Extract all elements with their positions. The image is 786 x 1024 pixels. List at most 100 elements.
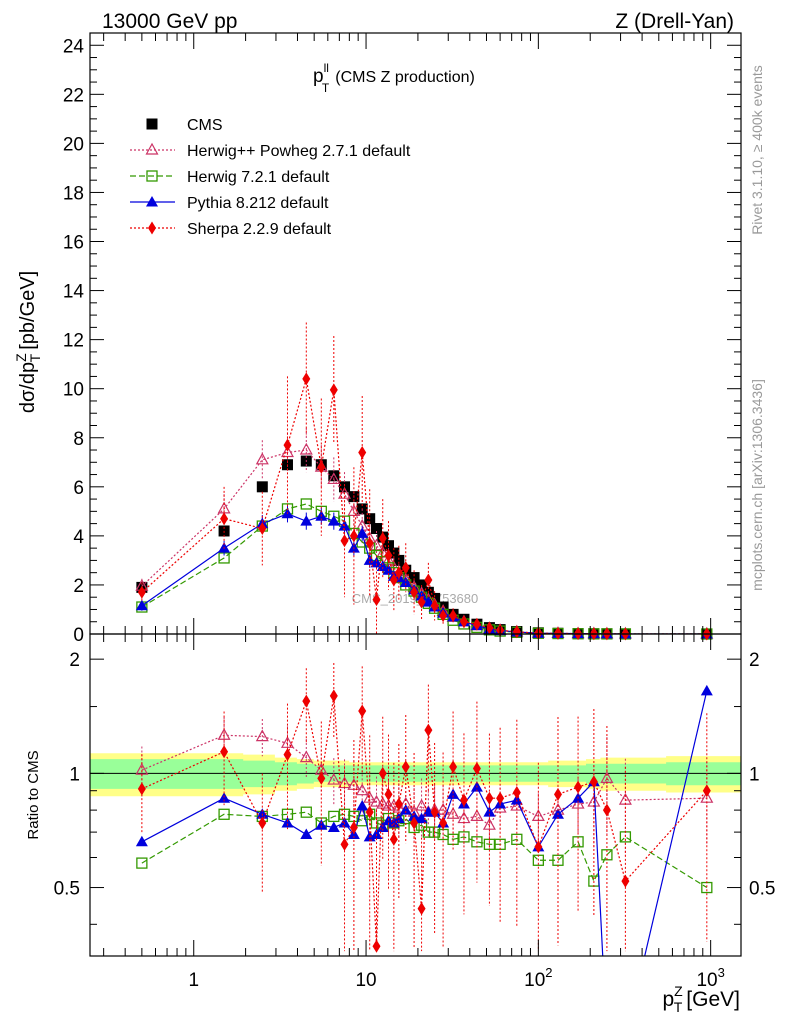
ratio-point-2-6 — [327, 821, 340, 832]
main-point-3-16 — [399, 576, 412, 587]
ratio-point-0-25 — [482, 817, 496, 830]
main-point-4-8 — [349, 529, 358, 543]
ratio-point-2-5 — [315, 819, 328, 830]
rivet-version-label: Rivet 3.1.10, ≥ 400k events — [749, 65, 765, 235]
main-ytick-label-12: 24 — [63, 36, 85, 57]
main-point-4-6 — [329, 383, 338, 397]
ratio-xtick-label-0: 1 — [188, 970, 199, 991]
main-point-4-23 — [459, 615, 468, 629]
main-point-4-4 — [302, 372, 311, 386]
main-point-4-19 — [424, 573, 433, 587]
ratio-point-3-25 — [485, 791, 494, 805]
main-ytick-label-5: 10 — [63, 380, 84, 401]
ratio-point-3-0 — [137, 782, 146, 796]
main-point-3-9 — [356, 527, 369, 538]
ratio-series-2 — [135, 684, 713, 956]
ratio-ytick-label-right-2: 2 — [749, 650, 760, 671]
legend-marker-3 — [146, 196, 158, 207]
main-point-3-4 — [300, 515, 313, 526]
ratio-point-2-9 — [356, 800, 369, 811]
ratio-point-3-23 — [459, 793, 468, 807]
legend-label-3: Pythia 8.212 default — [187, 195, 329, 212]
ratio-point-3-2 — [258, 816, 267, 830]
legend: CMS Herwig++ Powheg 2.7.1 default Herwig 7… — [130, 117, 411, 238]
main-point-4-18 — [417, 595, 426, 609]
ratio-point-0-1 — [217, 728, 231, 740]
main-point-1-4 — [299, 442, 313, 455]
ratio-point-3-5 — [317, 771, 326, 785]
ratio-point-3-12 — [378, 766, 387, 780]
main-point-3-0 — [135, 599, 148, 611]
ratio-point-3-6 — [329, 689, 338, 703]
main-point-4-20 — [430, 599, 439, 613]
main-ytick-label-10: 20 — [63, 134, 84, 155]
ratio-point-3-3 — [283, 748, 292, 762]
main-point-4-27 — [512, 625, 521, 639]
ratio-point-3-20 — [430, 805, 439, 819]
main-point-4-2 — [258, 522, 267, 536]
main-ytick-label-11: 22 — [63, 85, 84, 106]
ratio-point-0-6 — [327, 772, 341, 785]
ratio-point-3-16 — [401, 760, 410, 774]
ratio-xtick-label-1: 10 — [355, 970, 376, 991]
ratio-point-3-10 — [365, 805, 374, 819]
ratio-point-0-2 — [255, 729, 269, 742]
ratio-point-3-9 — [358, 704, 367, 718]
ratio-frame — [89, 633, 742, 957]
main-point-4-29 — [553, 626, 562, 640]
ratio-point-3-28 — [534, 840, 543, 854]
main-series-3 — [135, 505, 713, 639]
main-ytick-label-3: 6 — [73, 478, 84, 499]
main-point-0-7 — [339, 481, 351, 493]
ratio-point-1-0 — [136, 857, 148, 869]
mcplots-reference-label: mcplots.cern.ch [arXiv:1306.3436] — [749, 379, 765, 591]
ratio-point-2-11 — [370, 828, 383, 839]
ratio-point-2-27 — [510, 794, 523, 805]
main-point-4-12 — [378, 531, 387, 545]
main-point-4-24 — [472, 617, 481, 631]
main-point-0-15 — [393, 554, 405, 566]
main-point-4-10 — [365, 536, 374, 550]
ratio-point-3-18 — [417, 902, 426, 916]
ratio-panel: 0.5 0.5 1 1 2 2 1 10 102 103 — [54, 633, 775, 991]
legend-marker-2 — [146, 170, 158, 182]
main-point-4-15 — [394, 566, 403, 580]
main-point-4-14 — [389, 573, 398, 587]
ratio-point-3-11 — [372, 939, 381, 953]
main-point-3-12 — [376, 560, 389, 572]
ratio-point-3-31 — [589, 775, 598, 789]
ratio-point-0-12 — [376, 796, 390, 809]
main-point-4-5 — [317, 460, 326, 474]
ratio-point-3-1 — [220, 745, 229, 759]
ratio-point-2-0 — [135, 835, 148, 847]
plot-title: pll T(CMS Z production) — [313, 61, 475, 95]
ratio-point-0-9 — [355, 783, 369, 796]
ratio-ytick-label-right-1: 1 — [749, 764, 760, 785]
ratio-point-0-24 — [470, 809, 484, 822]
ratio-point-3-19 — [424, 723, 433, 737]
ratio-point-3-33 — [621, 874, 630, 888]
main-point-0-6 — [328, 470, 340, 482]
main-point-4-3 — [283, 438, 292, 452]
legend-marker-0 — [146, 118, 158, 130]
main-point-3-10 — [363, 554, 376, 565]
ratio-point-1-19 — [422, 826, 435, 838]
ratio-point-3-24 — [472, 761, 481, 775]
collision-energy-label: 13000 GeV pp — [102, 10, 237, 33]
main-point-0-2 — [256, 481, 268, 493]
main-point-4-25 — [485, 621, 494, 635]
main-point-1-2 — [255, 452, 269, 465]
ratio-line-2 — [141, 690, 708, 956]
ratio-point-3-8 — [349, 820, 358, 834]
ratio-xtick-label-2: 102 — [524, 965, 552, 991]
ratio-point-2-22 — [447, 788, 460, 799]
ratio-point-1-9 — [356, 815, 368, 827]
main-point-4-16 — [401, 561, 410, 575]
ratio-point-3-22 — [449, 760, 458, 774]
main-ytick-label-9: 18 — [63, 183, 84, 204]
ratio-point-1-4 — [300, 806, 312, 818]
ratio-point-0-22 — [446, 807, 460, 819]
ratio-point-3-32 — [602, 803, 611, 817]
main-ytick-label-4: 8 — [73, 429, 84, 450]
main-ytick-label-2: 4 — [73, 527, 84, 548]
